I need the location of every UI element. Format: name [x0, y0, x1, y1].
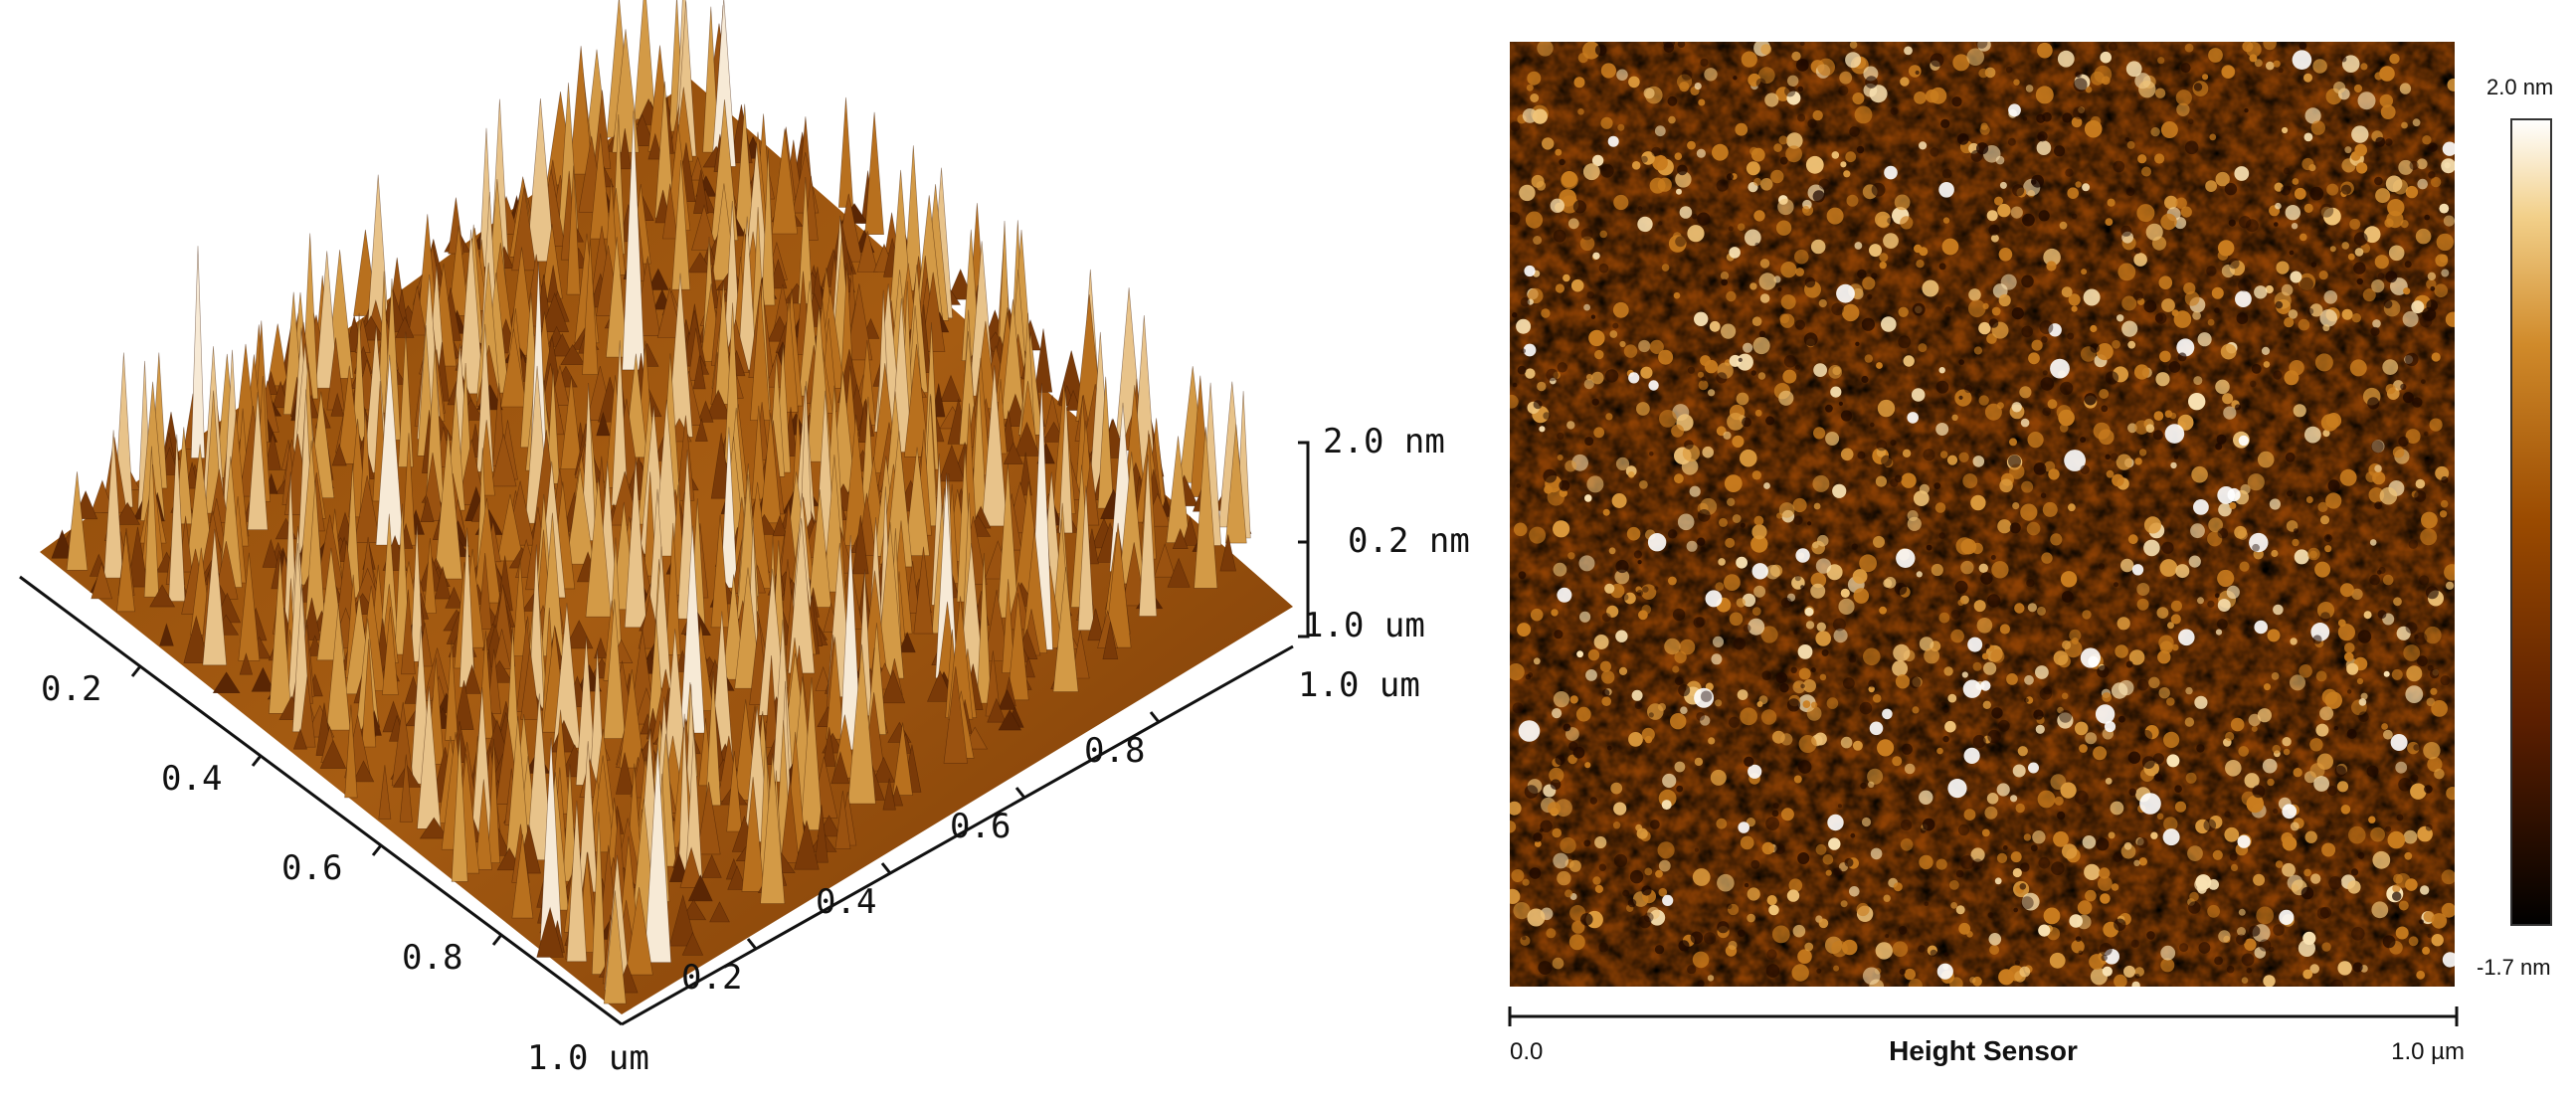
- z-label-max: 2.0 nm: [1323, 422, 1445, 461]
- height-map-grains: [1510, 42, 2455, 987]
- right-tick-label: 0.4: [816, 882, 876, 922]
- surface-3d-panel: 0.20.40.60.8 0.20.40.60.8 2.0 nm 0.2 nm …: [19, 0, 1470, 1078]
- left-tick-label: 0.8: [402, 938, 462, 978]
- left-axis-end-label: 1.0 um: [527, 1038, 649, 1078]
- left-tick-label: 0.6: [281, 848, 342, 888]
- right-tick: [1149, 711, 1161, 723]
- colorbar-max-label: 2.0 nm: [2486, 75, 2553, 99]
- colorbar-min-label: -1.7 nm: [2477, 955, 2551, 980]
- left-tick: [251, 755, 263, 767]
- right-tick-label: 0.8: [1084, 731, 1145, 771]
- scale-start-label: 0.0: [1510, 1038, 1543, 1065]
- left-axis-ticks: 0.2 0.4 0.6 0.8: [41, 665, 503, 978]
- y-end-label: 1.0 um: [1303, 606, 1425, 645]
- right-tick: [1014, 787, 1026, 799]
- left-tick: [130, 665, 142, 677]
- height-map-panel: 0.0 Height Sensor 1.0 µm 2.0 nm -1.7 nm: [1508, 42, 2553, 1066]
- left-tick: [371, 844, 383, 856]
- map-title: Height Sensor: [1889, 1035, 2078, 1066]
- right-axis-ticks: 0.2 0.4 0.6 0.8: [681, 711, 1161, 998]
- right-tick-label: 0.6: [950, 807, 1011, 846]
- left-tick: [491, 934, 503, 946]
- left-tick-label: 0.4: [161, 759, 222, 799]
- scale-end-label: 1.0 µm: [2391, 1038, 2465, 1065]
- right-tick-label: 0.2: [681, 958, 742, 998]
- left-tick-label: 0.2: [41, 669, 101, 709]
- right-tick: [746, 938, 758, 950]
- z-label-mid: 0.2 nm: [1348, 521, 1470, 561]
- x-end-label: 1.0 um: [1298, 665, 1420, 705]
- right-tick: [880, 862, 892, 874]
- scale-bar: [1508, 1006, 2459, 1026]
- surface-axes: [19, 441, 1310, 1026]
- surface-spikes: [51, 0, 1252, 1005]
- colorbar: [2510, 118, 2552, 926]
